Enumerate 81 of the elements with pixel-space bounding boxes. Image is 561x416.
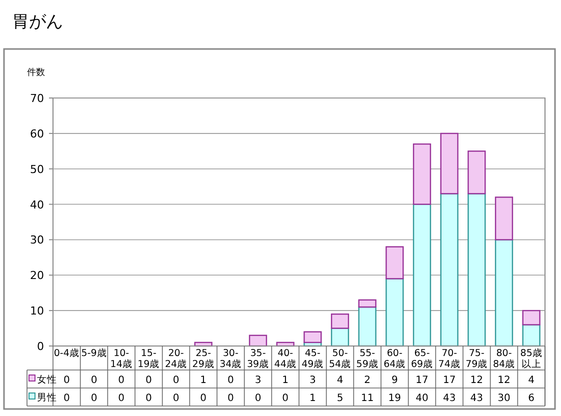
data-label: 17 <box>442 375 456 386</box>
data-label: 0 <box>282 393 289 404</box>
data-label: 0 <box>227 375 234 386</box>
bar <box>304 331 322 344</box>
x-tick-label: 5-9歳 <box>81 347 107 359</box>
bar <box>440 193 458 347</box>
bar <box>358 306 376 347</box>
bar <box>330 314 350 329</box>
data-label: 43 <box>470 393 484 404</box>
bar <box>468 193 486 347</box>
data-label: 2 <box>364 375 371 386</box>
data-label: 17 <box>416 375 428 386</box>
x-tick-label: 40-44歳 <box>274 348 296 370</box>
data-label: 6 <box>528 393 535 404</box>
y-tick-label: 10 <box>30 304 44 318</box>
data-label: 1 <box>282 375 289 386</box>
data-label: 0 <box>145 375 152 386</box>
y-tick-label: 70 <box>30 92 44 105</box>
bar <box>468 150 486 194</box>
x-tick-label: 80-84歳 <box>492 348 516 370</box>
x-tick-label: 50-54歳 <box>328 348 352 370</box>
x-tick-label: 10-14歳 <box>110 348 132 370</box>
x-tick-label: 65-69歳 <box>410 348 434 370</box>
x-tick-label: 45-49歳 <box>302 348 324 370</box>
data-label: 0 <box>90 375 98 386</box>
x-tick-label: 75-79歳 <box>466 348 488 370</box>
data-label: 4 <box>336 375 344 386</box>
data-label: 1 <box>309 393 316 404</box>
y-tick-label: 0 <box>37 340 44 353</box>
x-tick-label: 35-39歳 <box>246 348 270 370</box>
data-label: 43 <box>442 393 456 404</box>
y-axis-title: 件数 <box>27 67 45 78</box>
data-label: 9 <box>391 375 398 386</box>
data-label: 3 <box>309 375 316 386</box>
x-tick-label: 55-59歳 <box>356 348 378 370</box>
data-label: 0 <box>254 393 262 404</box>
bar <box>412 204 432 347</box>
bar <box>440 132 458 194</box>
x-tick-label: 15-19歳 <box>138 348 160 370</box>
data-label: 12 <box>470 375 484 386</box>
x-tick-label: 70-74歳 <box>438 348 460 370</box>
data-label: 3 <box>254 375 262 386</box>
data-label: 0 <box>172 375 180 386</box>
chart-title: 胃がん <box>12 12 63 32</box>
data-label: 0 <box>118 375 125 386</box>
y-tick-label: 20 <box>30 269 44 282</box>
data-label: 1 <box>200 375 207 386</box>
x-tick-label: 30-34歳 <box>220 348 242 370</box>
legend-label: 女性 <box>37 374 57 386</box>
y-tick-label: 60 <box>30 127 44 140</box>
data-label: 30 <box>498 393 510 404</box>
data-label: 40 <box>416 393 428 404</box>
data-label: 0 <box>200 393 207 404</box>
x-tick-label: 20-24歳 <box>164 348 188 370</box>
bar <box>386 278 404 347</box>
x-tick-label: 85歳以上 <box>520 347 542 370</box>
data-label: 11 <box>360 393 374 404</box>
legend-label: 男性 <box>37 392 57 404</box>
y-tick-label: 40 <box>30 198 44 212</box>
data-label: 0 <box>63 393 70 404</box>
data-label: 0 <box>63 375 70 386</box>
data-label: 5 <box>336 393 344 404</box>
data-label: 0 <box>172 393 180 404</box>
x-tick-label: 25-29歳 <box>192 348 214 370</box>
data-label: 0 <box>118 393 125 404</box>
x-tick-label: 60-64歳 <box>384 348 406 370</box>
bar <box>494 239 514 347</box>
data-label: 0 <box>90 393 98 404</box>
data-label: 12 <box>498 375 510 386</box>
bar <box>358 299 376 308</box>
bar <box>494 196 514 240</box>
bar <box>412 143 432 205</box>
x-tick-label: 0-4歳 <box>54 347 80 359</box>
y-tick-label: 30 <box>30 234 44 247</box>
data-label: 0 <box>145 393 152 404</box>
y-tick-label: 50 <box>30 162 44 176</box>
bar <box>522 310 540 326</box>
bar <box>386 246 404 280</box>
data-label: 0 <box>227 393 234 404</box>
data-label: 4 <box>528 375 535 386</box>
data-label: 19 <box>388 393 402 404</box>
